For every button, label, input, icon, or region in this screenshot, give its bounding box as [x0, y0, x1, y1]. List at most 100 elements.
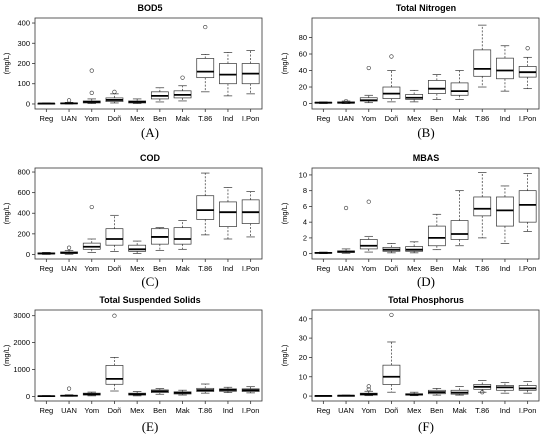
x-tick-label: T.86	[475, 406, 489, 415]
x-tick-label: T.86	[475, 114, 489, 123]
x-tick-label: I.Pon	[519, 406, 537, 415]
y-tick-label: 40	[299, 66, 307, 75]
box-Ind	[219, 386, 237, 393]
x-tick-label: Mak	[452, 114, 466, 123]
box-UAN	[337, 394, 355, 397]
outlier-point	[66, 98, 72, 103]
y-tick-label: 0	[26, 250, 30, 259]
x-tick-label: Ind	[223, 264, 233, 273]
outlier-point	[366, 384, 371, 389]
box-T.86	[196, 383, 215, 394]
x-tick-label: UAN	[338, 406, 354, 415]
box-Ind	[219, 52, 237, 97]
iqr-box	[450, 220, 469, 240]
box-Reg	[37, 102, 56, 105]
box-UAN	[60, 386, 78, 397]
y-tick-label: 3000	[13, 311, 30, 320]
outlier-point	[112, 313, 117, 318]
box-UAN	[337, 98, 355, 104]
x-tick-label: Ind	[500, 406, 510, 415]
x-tick-label: Yom	[361, 264, 376, 273]
panel-label: (D)	[417, 274, 435, 289]
x-tick-label: Mex	[407, 406, 421, 415]
panel-total-phosphorus: Total Phosphorus (mg/L) 0 10 20 30 40 Reg UAN Yom…	[280, 295, 540, 434]
outlier-point	[66, 386, 72, 391]
x-tick-label: Yom	[361, 406, 376, 415]
panel-cod: COD (mg/L) 0 200 400 600 800 Reg UAN Yom Doñ Mex Ben…	[2, 153, 263, 289]
x-tick-label: Ind	[223, 114, 233, 123]
x-tick-label: I.Pon	[242, 406, 260, 415]
box-Reg	[37, 252, 56, 255]
plot-frame	[311, 309, 540, 402]
y-tick-label: 10	[299, 170, 307, 179]
plot-frame	[311, 17, 540, 110]
x-tick-label: Reg	[39, 264, 53, 273]
y-tick-label: 200	[17, 229, 30, 238]
panel-label: (F)	[418, 419, 434, 434]
y-tick-label: 300	[17, 39, 30, 48]
x-tick-label: I.Pon	[242, 114, 260, 123]
panel-label: (B)	[417, 125, 434, 140]
box-T.86	[473, 172, 492, 239]
box-Reg	[314, 101, 333, 104]
outlier-point	[343, 205, 349, 211]
box-Mak	[173, 75, 192, 102]
box-UAN	[60, 98, 78, 105]
x-tick-label: Reg	[316, 114, 330, 123]
x-tick-label: I.Pon	[519, 264, 537, 273]
iqr-box	[105, 228, 124, 246]
box-Mak	[450, 386, 469, 396]
x-tick-label: UAN	[338, 264, 354, 273]
y-axis-label: (mg/L)	[2, 52, 11, 74]
outlier-point	[66, 245, 72, 250]
chart-title: MBAS	[413, 153, 440, 163]
x-tick-label: T.86	[198, 406, 212, 415]
outlier-point	[180, 75, 185, 80]
box-I.Pon	[518, 46, 537, 90]
x-tick-label: T.86	[475, 264, 489, 273]
box-Doñ	[382, 243, 401, 254]
x-tick-label: T.86	[198, 114, 212, 123]
y-tick-label: 0	[26, 99, 30, 108]
box-Mex	[128, 98, 147, 104]
outlier-point	[389, 54, 394, 59]
y-axis-label: (mg/L)	[280, 52, 289, 74]
panel-label: (C)	[141, 274, 158, 289]
box-Ben	[150, 227, 169, 251]
x-tick-label: Reg	[39, 406, 53, 415]
iqr-box	[173, 227, 192, 245]
iqr-box	[128, 244, 147, 252]
chart-title: COD	[140, 153, 161, 163]
outlier-point	[112, 89, 117, 94]
y-tick-label: 1000	[13, 365, 30, 374]
box-Ind	[496, 185, 514, 244]
x-tick-label: T.86	[198, 264, 212, 273]
iqr-box	[196, 195, 215, 220]
box-Ind	[219, 187, 237, 240]
y-tick-label: 0	[303, 392, 307, 401]
x-tick-label: Ind	[500, 114, 510, 123]
box-Doñ	[105, 214, 124, 252]
x-tick-label: Yom	[361, 114, 376, 123]
outlier-point	[89, 68, 94, 73]
x-tick-label: Mex	[407, 264, 421, 273]
plot-frame	[311, 167, 540, 260]
chart-title: Total Phosphorus	[388, 295, 464, 305]
y-tick-label: 60	[299, 50, 307, 59]
panel-label: (A)	[141, 125, 159, 140]
chart-title: Total Nitrogen	[396, 3, 456, 13]
iqr-box	[427, 80, 446, 94]
x-tick-label: Mak	[452, 406, 466, 415]
box-Mak	[450, 70, 469, 100]
iqr-box	[219, 201, 237, 227]
box-Ind	[496, 45, 514, 92]
outlier-point	[343, 98, 349, 104]
box-Mex	[405, 241, 424, 254]
iqr-box	[359, 239, 378, 250]
y-tick-label: 20	[299, 353, 307, 362]
x-tick-label: Ben	[430, 264, 443, 273]
x-tick-label: Doñ	[385, 406, 399, 415]
y-tick-label: 0	[303, 99, 307, 108]
x-tick-label: UAN	[61, 406, 77, 415]
box-Ben	[427, 213, 446, 251]
